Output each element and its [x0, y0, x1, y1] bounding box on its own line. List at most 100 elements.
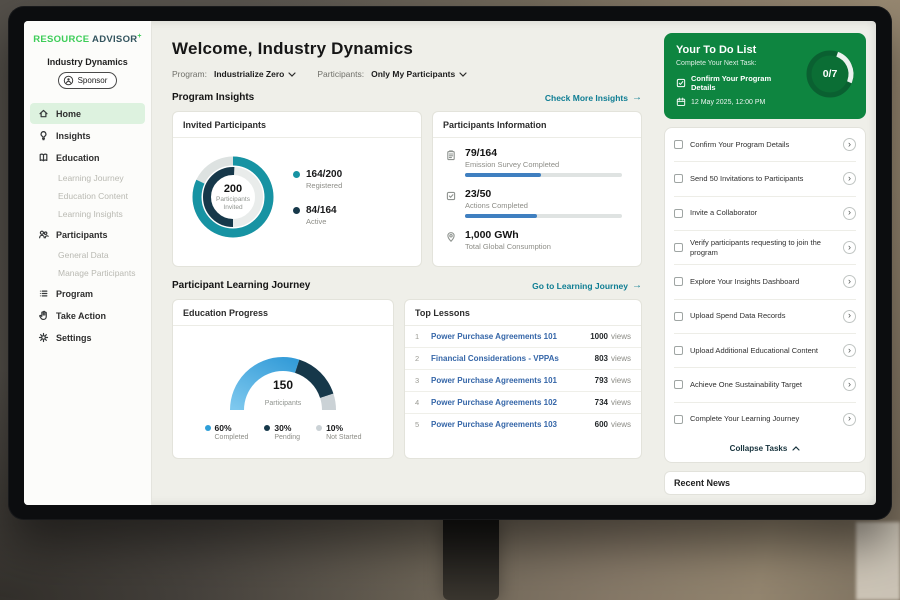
home-icon — [38, 108, 49, 119]
chevron-right-icon[interactable]: › — [843, 378, 856, 392]
todo-next-task[interactable]: Confirm Your Program Details — [676, 74, 796, 92]
wall-strip — [856, 522, 900, 600]
lesson-link[interactable]: Power Purchase Agreements 101 — [431, 332, 557, 341]
checkbox-icon[interactable] — [674, 380, 683, 390]
sidebar-item-take-action[interactable]: Take Action — [30, 305, 145, 326]
sidebar-item-participants[interactable]: Participants — [30, 224, 145, 245]
info-row-consumption: 1,000 GWh Total Global Consumption — [445, 229, 629, 255]
task-row-invite-collaborator[interactable]: Invite a Collaborator › — [674, 197, 856, 231]
brand-advisor: ADVISOR — [92, 34, 138, 46]
sidebar-item-label: Home — [56, 108, 82, 119]
chevron-up-icon — [792, 446, 800, 451]
chevron-right-icon[interactable]: › — [843, 172, 856, 186]
sidebar-item-general-data[interactable]: General Data — [58, 250, 109, 261]
location-pin-icon — [445, 230, 457, 242]
lesson-views-value: 803 — [594, 354, 608, 363]
lesson-views-unit: views — [610, 332, 631, 341]
chevron-down-icon — [288, 71, 296, 77]
task-label: Send 50 Invitations to Participants — [690, 174, 804, 184]
monitor-stand — [443, 520, 499, 600]
collapse-tasks-link[interactable]: Collapse Tasks — [674, 436, 856, 462]
checkbox-icon[interactable] — [674, 346, 683, 356]
org-name: Industry Dynamics — [47, 57, 128, 68]
invited-donut-area: 200 Participants Invited 164/200 Registe — [173, 138, 421, 255]
learning-journey-header: Participant Learning Journey Go to Learn… — [172, 280, 642, 291]
sidebar: RESOURCE ADVISOR+ Industry Dynamics Spon… — [24, 21, 152, 505]
todo-progress-ring: 0/7 — [803, 47, 857, 101]
sidebar-item-education[interactable]: Education — [30, 147, 145, 168]
card-title: Invited Participants — [173, 112, 421, 138]
donut-center-text: 200 Participants Invited — [183, 147, 283, 247]
page-title: Welcome, Industry Dynamics — [172, 39, 414, 58]
sidebar-item-learning-insights[interactable]: Learning Insights — [58, 209, 123, 220]
checkbox-icon[interactable] — [674, 277, 683, 287]
clipboard-icon — [445, 148, 457, 161]
sidebar-item-program[interactable]: Program — [30, 283, 145, 304]
chevron-right-icon[interactable]: › — [843, 275, 856, 289]
lesson-link[interactable]: Power Purchase Agreements 103 — [431, 420, 557, 429]
lesson-row: 4 Power Purchase Agreements 102 734 views — [405, 392, 641, 414]
chevron-right-icon[interactable]: › — [843, 241, 856, 255]
lesson-link[interactable]: Power Purchase Agreements 102 — [431, 398, 557, 407]
go-to-learning-journey-link[interactable]: Go to Learning Journey → — [532, 280, 642, 291]
recent-news-header[interactable]: Recent News — [664, 471, 866, 495]
checkbox-icon[interactable] — [674, 311, 683, 321]
checkbox-icon[interactable] — [674, 140, 683, 150]
sidebar-item-manage-participants[interactable]: Manage Participants — [58, 268, 136, 279]
sidebar-item-label: Program — [56, 288, 94, 299]
survey-progress-bar — [465, 173, 623, 177]
lesson-rank: 2 — [415, 354, 420, 363]
invited-donut-chart: 200 Participants Invited — [183, 147, 283, 247]
task-label: Upload Additional Educational Content — [690, 345, 819, 355]
pending-label: Pending — [274, 434, 301, 441]
checkbox-icon[interactable] — [674, 243, 683, 253]
program-select-value: Industrialize Zero — [213, 69, 285, 79]
card-title: Top Lessons — [405, 300, 641, 326]
chevron-right-icon[interactable]: › — [843, 138, 856, 152]
check-more-insights-link[interactable]: Check More Insights → — [545, 92, 642, 103]
consumption-label: Total Global Consumption — [465, 242, 551, 251]
checkbox-icon[interactable] — [674, 174, 683, 184]
registered-value: 164/200 — [306, 168, 343, 180]
registered-label: Registered — [306, 180, 343, 190]
program-select[interactable]: Industrialize Zero — [214, 69, 296, 79]
chevron-right-icon[interactable]: › — [843, 412, 856, 426]
not-started-value: 10% — [326, 423, 344, 433]
lesson-views-value: 793 — [594, 376, 608, 385]
task-row-send-invitations[interactable]: Send 50 Invitations to Participants › — [674, 162, 856, 197]
task-row-upload-spend-data[interactable]: Upload Spend Data Records › — [674, 300, 856, 334]
list-icon — [38, 288, 49, 299]
task-row-upload-educational-content[interactable]: Upload Additional Educational Content › — [674, 334, 856, 369]
sidebar-item-settings[interactable]: Settings — [30, 327, 145, 348]
task-label: Complete Your Learning Journey — [690, 414, 800, 424]
checkbox-icon[interactable] — [674, 414, 683, 424]
checkbox-icon[interactable] — [674, 208, 683, 218]
sidebar-item-home[interactable]: Home — [30, 103, 145, 125]
task-row-achieve-target[interactable]: Achieve One Sustainability Target › — [674, 368, 856, 403]
task-row-confirm-program[interactable]: Confirm Your Program Details › — [674, 128, 856, 163]
gear-icon — [38, 332, 49, 343]
todo-task-list: Confirm Your Program Details › Send 50 I… — [664, 127, 866, 463]
lesson-link[interactable]: Power Purchase Agreements 101 — [431, 376, 557, 385]
chevron-right-icon[interactable]: › — [843, 206, 856, 220]
lesson-link[interactable]: Financial Considerations - VPPAs — [431, 354, 559, 363]
chevron-right-icon[interactable]: › — [843, 309, 856, 323]
chevron-right-icon[interactable]: › — [843, 344, 856, 358]
legend-item-active: 84/164 Active — [293, 205, 342, 226]
sponsor-badge-label: Sponsor — [77, 76, 108, 86]
section-title: Program Insights — [172, 92, 255, 103]
main-content: Welcome, Industry Dynamics Program: Indu… — [152, 21, 656, 505]
legend-item-pending: 30% Pending — [264, 423, 300, 441]
task-row-complete-learning-journey[interactable]: Complete Your Learning Journey › — [674, 403, 856, 436]
sponsor-badge[interactable]: Sponsor — [57, 72, 118, 90]
sidebar-item-learning-journey[interactable]: Learning Journey — [58, 173, 124, 184]
program-filter-label: Program: — [172, 69, 207, 79]
task-row-verify-participants[interactable]: Verify participants requesting to join t… — [674, 231, 856, 266]
participants-select[interactable]: Only My Participants — [371, 69, 467, 79]
sidebar-item-education-content[interactable]: Education Content — [58, 191, 128, 202]
sidebar-item-label: Education — [56, 152, 100, 163]
lesson-rank: 4 — [415, 398, 420, 407]
sidebar-item-insights[interactable]: Insights — [30, 125, 145, 146]
filter-bar: Program: Industrialize Zero Participants… — [172, 69, 642, 79]
task-row-explore-insights[interactable]: Explore Your Insights Dashboard › — [674, 265, 856, 300]
